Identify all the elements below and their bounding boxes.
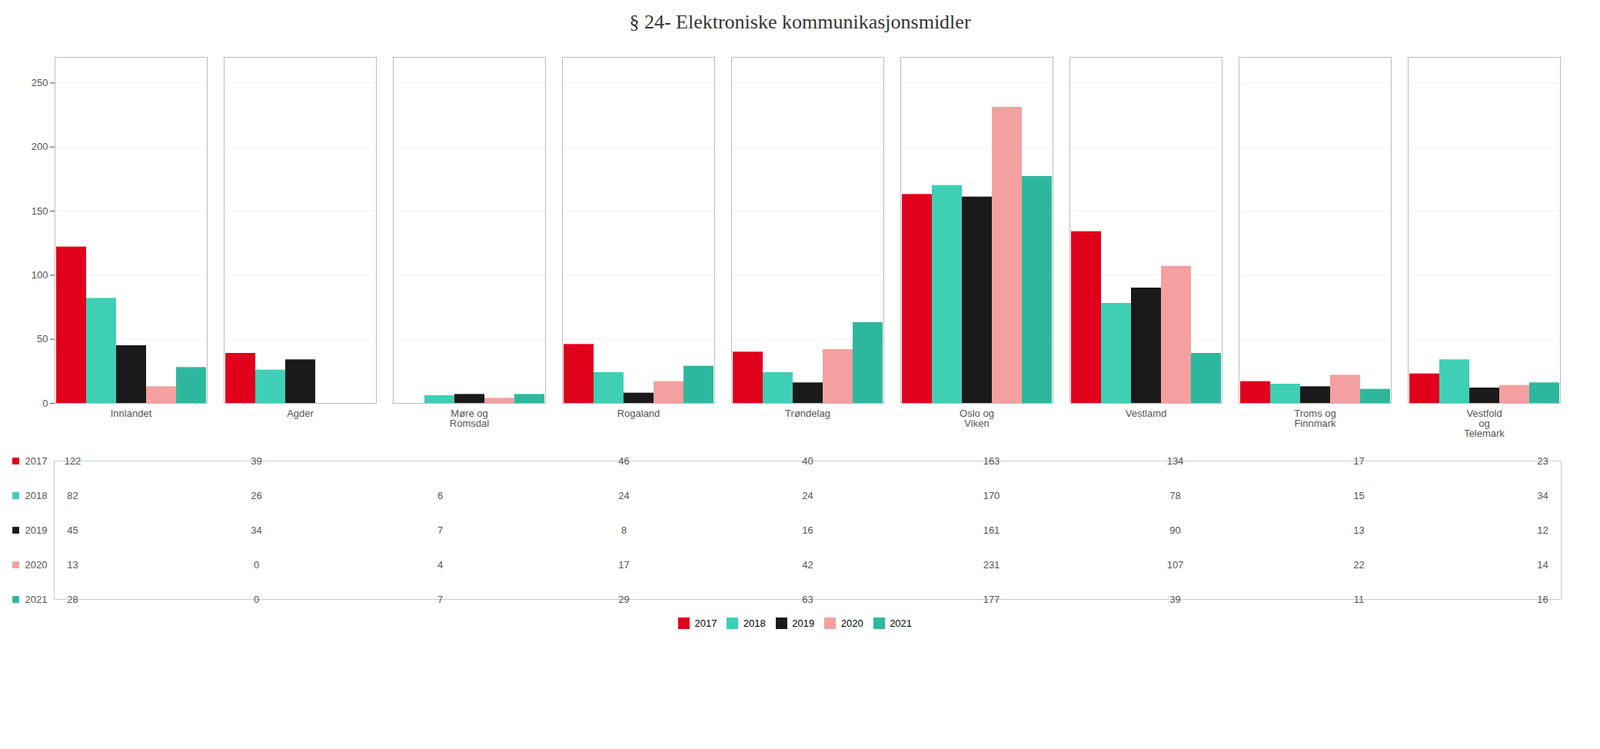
svg-text:Innlandet: Innlandet — [110, 407, 153, 420]
html-text:§ 24- Elektroniske kommunikasj: § 24- Elektroniske kommunikasjonsmidler — [629, 10, 971, 34]
svg-text:63: 63 — [801, 593, 813, 603]
svg-text:78: 78 — [1169, 489, 1181, 502]
svg-text:11: 11 — [1353, 593, 1365, 603]
svg-text:13: 13 — [1353, 524, 1364, 536]
svg-text:34: 34 — [1536, 489, 1548, 502]
svg-text:2019: 2019 — [25, 524, 48, 536]
svg-text:24: 24 — [801, 489, 813, 502]
svg-text:46: 46 — [618, 456, 629, 467]
svg-text:VestfoldogTelemark: VestfoldogTelemark — [1463, 407, 1505, 440]
svg-text:Møre ogRomsdal: Møre ogRomsdal — [449, 407, 489, 430]
svg-text:39: 39 — [250, 456, 262, 467]
svg-text:28: 28 — [66, 593, 78, 603]
html-text:2021: 2021 — [889, 617, 912, 629]
svg-text:15: 15 — [1353, 489, 1364, 502]
svg-text:16: 16 — [801, 524, 813, 536]
svg-text:134: 134 — [1167, 456, 1185, 467]
svg-text:2021: 2021 — [25, 593, 48, 603]
svg-text:17: 17 — [1353, 456, 1364, 467]
svg-text:107: 107 — [1167, 558, 1185, 571]
svg-text:Agder: Agder — [286, 407, 314, 420]
svg-text:42: 42 — [801, 558, 813, 571]
svg-text:0: 0 — [253, 558, 260, 571]
svg-text:6: 6 — [437, 489, 443, 502]
svg-text:17: 17 — [618, 558, 629, 571]
svg-text:Troms ogFinnmark: Troms ogFinnmark — [1293, 407, 1337, 430]
svg-text:161: 161 — [983, 524, 1001, 536]
svg-text:23: 23 — [1536, 456, 1548, 467]
svg-text:82: 82 — [66, 489, 78, 502]
svg-text:16: 16 — [1536, 593, 1548, 603]
svg-text:122: 122 — [64, 456, 82, 467]
svg-text:12: 12 — [1536, 524, 1548, 536]
svg-text:Oslo ogViken: Oslo ogViken — [959, 407, 995, 430]
html-text:2019: 2019 — [792, 617, 815, 629]
svg-text:Rogaland: Rogaland — [617, 407, 661, 420]
svg-text:163: 163 — [983, 456, 1001, 467]
svg-text:2017: 2017 — [25, 456, 48, 467]
svg-text:0: 0 — [42, 397, 48, 410]
svg-text:45: 45 — [66, 524, 78, 536]
html-text:2018: 2018 — [743, 617, 766, 629]
svg-text:50: 50 — [36, 332, 48, 345]
svg-text:250: 250 — [31, 76, 49, 89]
svg-text:26: 26 — [250, 489, 262, 502]
svg-text:7: 7 — [437, 593, 443, 603]
svg-text:22: 22 — [1353, 558, 1364, 571]
svg-text:4: 4 — [437, 558, 443, 571]
svg-text:Vestlamd: Vestlamd — [1125, 407, 1167, 420]
svg-text:13: 13 — [66, 558, 78, 571]
svg-text:170: 170 — [983, 489, 1001, 502]
svg-text:Trøndelag: Trøndelag — [785, 407, 831, 420]
svg-text:29: 29 — [618, 593, 629, 603]
svg-text:90: 90 — [1169, 524, 1181, 536]
svg-text:34: 34 — [250, 524, 262, 536]
html-text:2017: 2017 — [694, 617, 717, 629]
svg-text:177: 177 — [983, 593, 1001, 603]
svg-text:200: 200 — [31, 140, 49, 153]
svg-text:24: 24 — [618, 489, 629, 502]
svg-text:7: 7 — [437, 524, 443, 536]
svg-text:100: 100 — [31, 269, 49, 281]
svg-text:40: 40 — [801, 456, 813, 467]
svg-text:231: 231 — [983, 558, 1001, 571]
svg-text:150: 150 — [31, 205, 49, 217]
svg-text:8: 8 — [621, 524, 627, 536]
svg-text:2020: 2020 — [25, 558, 48, 571]
svg-text:39: 39 — [1169, 593, 1181, 603]
svg-text:14: 14 — [1536, 558, 1548, 571]
svg-text:0: 0 — [253, 593, 260, 603]
svg-text:2018: 2018 — [25, 489, 48, 502]
html-text:2020: 2020 — [840, 617, 864, 629]
